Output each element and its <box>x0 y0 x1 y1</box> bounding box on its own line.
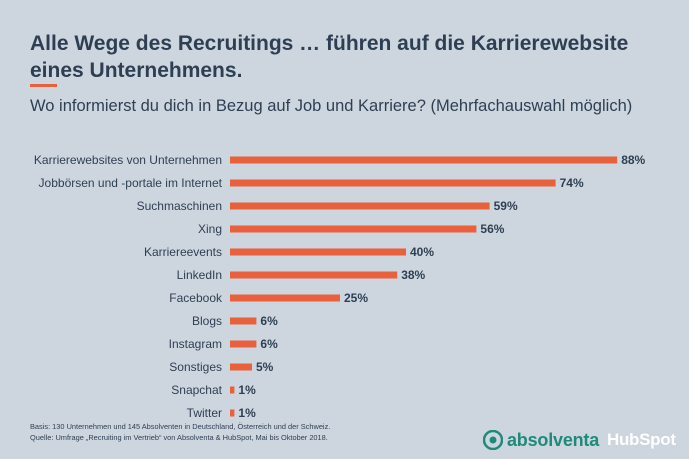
bar <box>230 202 490 210</box>
bar <box>230 363 252 371</box>
category-label: Sonstiges <box>169 360 222 374</box>
bar <box>230 248 406 256</box>
bar <box>230 386 235 394</box>
category-label: Karrierewebsites von Unternehmen <box>34 153 222 167</box>
category-label: Snapchat <box>171 383 222 397</box>
chart-title: Alle Wege des Recruitings … führen auf d… <box>30 32 629 82</box>
value-label: 5% <box>256 360 274 374</box>
absolventa-logo-text: absolventa <box>507 429 600 450</box>
bar <box>230 294 340 302</box>
bar-chart: Karrierewebsites von Unternehmen 88% Jobbö… <box>34 153 646 420</box>
bar <box>230 317 257 325</box>
value-label: 74% <box>560 176 584 190</box>
value-label: 56% <box>480 222 504 236</box>
value-label: 59% <box>494 199 518 213</box>
category-label: Karriereevents <box>144 245 222 259</box>
absolventa-logo-icon <box>483 430 503 450</box>
bar <box>230 271 398 279</box>
chart-subtitle: Wo informierst du dich in Bezug auf Job … <box>30 97 633 115</box>
footnote-source: Quelle: Umfrage „Recruiting im Vertrieb“… <box>30 433 328 442</box>
category-label: Suchmaschinen <box>137 199 222 213</box>
category-label: Twitter <box>187 406 222 420</box>
bar <box>230 340 257 348</box>
value-label: 40% <box>410 245 434 259</box>
value-label: 6% <box>260 314 278 328</box>
category-label: Blogs <box>192 314 222 328</box>
category-label: Xing <box>198 222 222 236</box>
title-accent-line <box>30 84 57 87</box>
category-label: Facebook <box>169 291 223 305</box>
category-label: LinkedIn <box>177 268 222 282</box>
bar <box>230 156 618 164</box>
footnote: Basis: 130 Unternehmen und 145 Absolvent… <box>30 421 330 443</box>
footnote-basis: Basis: 130 Unternehmen und 145 Absolvent… <box>30 422 331 431</box>
absolventa-logo: absolventa <box>483 428 599 452</box>
value-label: 38% <box>401 268 425 282</box>
bar <box>230 179 556 187</box>
value-label: 1% <box>238 383 256 397</box>
value-label: 1% <box>238 406 256 420</box>
value-label: 88% <box>621 153 645 167</box>
value-label: 25% <box>344 291 368 305</box>
category-label: Jobbörsen und -portale im Internet <box>39 176 223 190</box>
category-label: Instagram <box>169 337 222 351</box>
bar <box>230 225 477 233</box>
value-label: 6% <box>260 337 278 351</box>
hubspot-logo: HubSpot <box>607 430 676 449</box>
bar <box>230 409 235 417</box>
